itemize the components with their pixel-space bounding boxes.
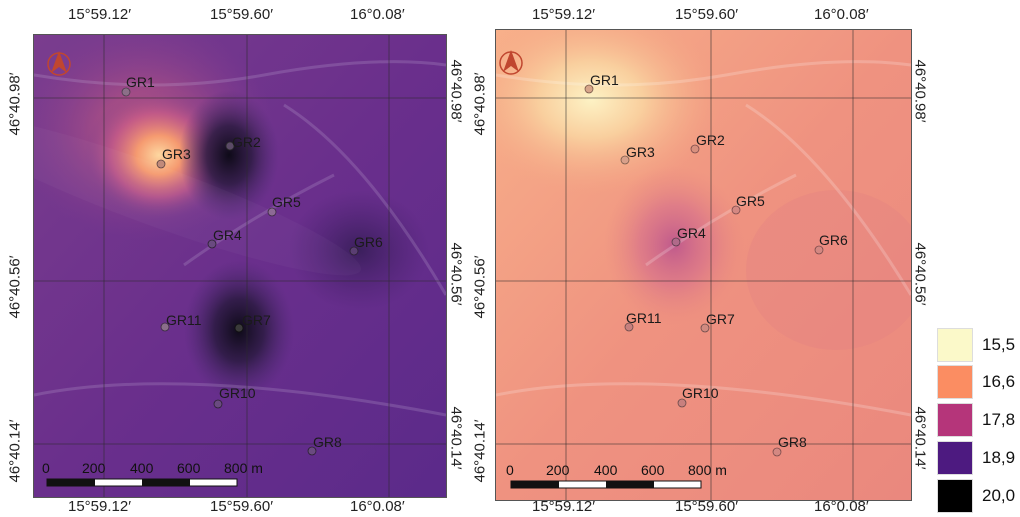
station-gr5[interactable]: GR5: [267, 194, 301, 217]
station-label: GR11: [166, 312, 202, 328]
svg-text:400: 400: [130, 460, 154, 476]
svg-text:800 m: 800 m: [224, 460, 263, 476]
station-gr1[interactable]: GR1: [584, 72, 619, 94]
left-bottom-coord-2: 15°59.60′: [210, 498, 274, 515]
right-top-coord-2: 15°59.60′: [675, 6, 739, 23]
station-gr2[interactable]: GR2: [225, 134, 261, 151]
legend-swatch: [937, 365, 973, 399]
legend-label: 15,5: [982, 335, 1016, 354]
svg-text:200: 200: [546, 462, 570, 478]
station-gr7[interactable]: GR7: [700, 311, 735, 333]
left-left-coord-2: 46°40.56′: [6, 255, 24, 319]
left-left-coord-1: 46°40.98′: [6, 72, 24, 136]
legend-swatch: [937, 479, 973, 513]
station-gr3[interactable]: GR3: [156, 146, 191, 169]
station-gr4[interactable]: GR4: [207, 227, 242, 249]
legend-item: 15,5: [937, 328, 1015, 362]
svg-text:400: 400: [594, 462, 618, 478]
left-top-coord-1: 15°59.12′: [68, 6, 132, 23]
station-gr8[interactable]: GR8: [772, 434, 807, 457]
right-map-canvas: GR1 GR2 GR3 GR5 GR4 GR6 GR11 GR7 GR10 GR…: [496, 30, 911, 500]
right-left-coord-2: 46°40.56′: [471, 255, 489, 319]
legend-label: 20,0: [982, 486, 1016, 505]
right-bottom-coord-3: 16°0.08′: [814, 498, 869, 515]
right-right-coord-1: 46°40.98′: [911, 59, 929, 123]
left-top-coord-2: 15°59.60′: [210, 6, 274, 23]
left-right-coord-3: 46°40.14′: [447, 406, 465, 470]
station-label: GR4: [213, 227, 242, 243]
svg-text:0: 0: [506, 462, 514, 478]
station-gr4[interactable]: GR4: [671, 225, 706, 247]
legend-item: 17,8: [937, 403, 1015, 437]
legend-item: 20,0: [937, 479, 1015, 513]
right-right-coord-3: 46°40.14′: [911, 406, 929, 470]
right-left-coord-1: 46°40.98′: [471, 72, 489, 136]
right-top-coord-1: 15°59.12′: [532, 6, 596, 23]
station-gr6[interactable]: GR6: [814, 232, 848, 255]
svg-text:0: 0: [42, 460, 50, 476]
left-bottom-coord-1: 15°59.12′: [68, 498, 132, 515]
left-left-coord-3: 46°40.14′: [6, 419, 24, 483]
legend-swatch: [937, 441, 973, 475]
station-gr5[interactable]: GR5: [731, 193, 765, 215]
station-gr11[interactable]: GR11: [624, 310, 662, 332]
station-label: GR1: [126, 74, 155, 90]
left-right-coord-1: 46°40.98′: [447, 59, 465, 123]
station-label: GR6: [354, 234, 383, 250]
right-bottom-coord-2: 15°59.60′: [675, 498, 739, 515]
legend-item: 18,9: [937, 441, 1015, 475]
station-gr8[interactable]: GR8: [307, 434, 342, 456]
svg-text:200: 200: [82, 460, 106, 476]
station-label: GR6: [819, 232, 848, 248]
north-arrow-icon: [47, 51, 71, 76]
north-arrow-icon: [499, 50, 523, 75]
legend-item: 16,6: [937, 365, 1015, 399]
station-gr10[interactable]: GR10: [677, 385, 719, 408]
left-top-coord-3: 16°0.08′: [350, 6, 405, 23]
station-gr6[interactable]: GR6: [349, 234, 383, 256]
right-left-coord-3: 46°40.14′: [471, 419, 489, 483]
right-right-coord-2: 46°40.56′: [911, 242, 929, 306]
legend-swatch: [937, 403, 973, 437]
legend-label: 17,8: [982, 410, 1016, 429]
station-label: GR11: [626, 310, 662, 326]
station-label: GR8: [778, 434, 807, 450]
legend-swatch: [937, 328, 973, 362]
station-label: GR4: [677, 225, 706, 241]
right-bottom-coord-1: 15°59.12′: [532, 498, 596, 515]
left-map-canvas: GR1 GR2 GR3 GR5 GR4 GR6 GR11 GR7 GR10 GR…: [34, 35, 446, 497]
left-bottom-coord-3: 16°0.08′: [350, 498, 405, 515]
left-map-panel[interactable]: GR1 GR2 GR3 GR5 GR4 GR6 GR11 GR7 GR10 GR…: [33, 34, 447, 498]
left-right-coord-2: 46°40.56′: [447, 242, 465, 306]
station-gr2[interactable]: GR2: [690, 132, 725, 154]
station-gr1[interactable]: GR1: [121, 74, 155, 97]
station-gr11[interactable]: GR11: [160, 312, 202, 332]
station-label: GR3: [162, 146, 191, 162]
station-gr10[interactable]: GR10: [213, 385, 256, 409]
station-label: GR8: [313, 434, 342, 450]
legend-label: 18,9: [982, 448, 1016, 467]
station-label: GR3: [626, 144, 655, 160]
svg-text:600: 600: [641, 462, 665, 478]
station-label: GR5: [272, 194, 301, 210]
right-map-panel[interactable]: GR1 GR2 GR3 GR5 GR4 GR6 GR11 GR7 GR10 GR…: [495, 29, 912, 501]
station-label: GR10: [682, 385, 719, 401]
station-label: GR2: [232, 134, 261, 150]
station-label: GR10: [219, 385, 256, 401]
station-gr3[interactable]: GR3: [620, 144, 655, 165]
station-label: GR7: [242, 312, 271, 328]
legend-label: 16,6: [982, 372, 1016, 391]
station-label: GR7: [706, 311, 735, 327]
right-top-coord-3: 16°0.08′: [814, 6, 869, 23]
station-gr7[interactable]: GR7: [234, 312, 271, 333]
svg-text:800 m: 800 m: [688, 462, 727, 478]
svg-text:600: 600: [177, 460, 201, 476]
station-label: GR5: [736, 193, 765, 209]
station-label: GR2: [696, 132, 725, 148]
scale-bar: 0 200 400 600 800 m: [42, 460, 263, 487]
scale-bar: 0 200 400 600 800 m: [506, 462, 727, 489]
station-label: GR1: [590, 72, 619, 88]
